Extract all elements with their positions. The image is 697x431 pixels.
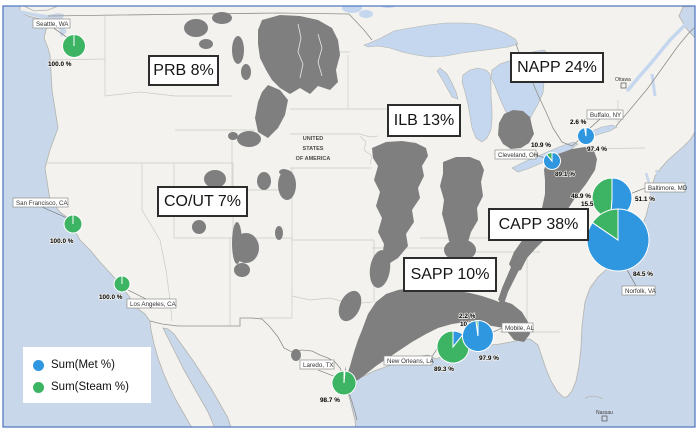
svg-text:2.2 %: 2.2 % — [459, 313, 476, 320]
svg-text:OF AMERICA: OF AMERICA — [296, 156, 331, 162]
svg-text:Seattle, WA: Seattle, WA — [36, 21, 69, 28]
svg-text:100.0 %: 100.0 % — [50, 238, 74, 245]
svg-text:Baltimore, MD: Baltimore, MD — [648, 185, 688, 192]
svg-text:Laredo, TX: Laredo, TX — [303, 362, 334, 369]
svg-text:Nassau: Nassau — [596, 410, 613, 416]
svg-text:Norfolk, VA: Norfolk, VA — [625, 288, 657, 295]
svg-text:Los Angeles, CA: Los Angeles, CA — [130, 301, 177, 308]
svg-text:New Orleans, LA: New Orleans, LA — [387, 358, 435, 365]
svg-text:Mobile, AL: Mobile, AL — [505, 325, 534, 332]
svg-text:Buffalo, NY: Buffalo, NY — [590, 112, 621, 119]
svg-text:48.9 %: 48.9 % — [571, 193, 591, 200]
svg-text:84.5 %: 84.5 % — [633, 271, 653, 278]
svg-text:98.7 %: 98.7 % — [320, 397, 340, 404]
svg-text:STATES: STATES — [303, 146, 324, 152]
svg-text:San Francisco, CA: San Francisco, CA — [16, 200, 68, 207]
svg-text:10.9 %: 10.9 % — [531, 142, 551, 149]
svg-text:Cleveland, OH: Cleveland, OH — [498, 152, 538, 159]
svg-text:15.5: 15.5 — [581, 201, 594, 208]
svg-text:89.1 %: 89.1 % — [555, 171, 575, 178]
svg-text:Ottawa: Ottawa — [615, 77, 631, 83]
svg-text:51.1 %: 51.1 % — [635, 196, 655, 203]
svg-text:97.4 %: 97.4 % — [587, 146, 607, 153]
svg-text:100.0 %: 100.0 % — [99, 294, 123, 301]
svg-text:UNITED: UNITED — [303, 136, 324, 142]
svg-text:89.3 %: 89.3 % — [434, 366, 454, 373]
svg-text:97.9 %: 97.9 % — [479, 355, 499, 362]
svg-text:100.0 %: 100.0 % — [48, 61, 72, 68]
svg-text:2.6 %: 2.6 % — [570, 119, 587, 126]
